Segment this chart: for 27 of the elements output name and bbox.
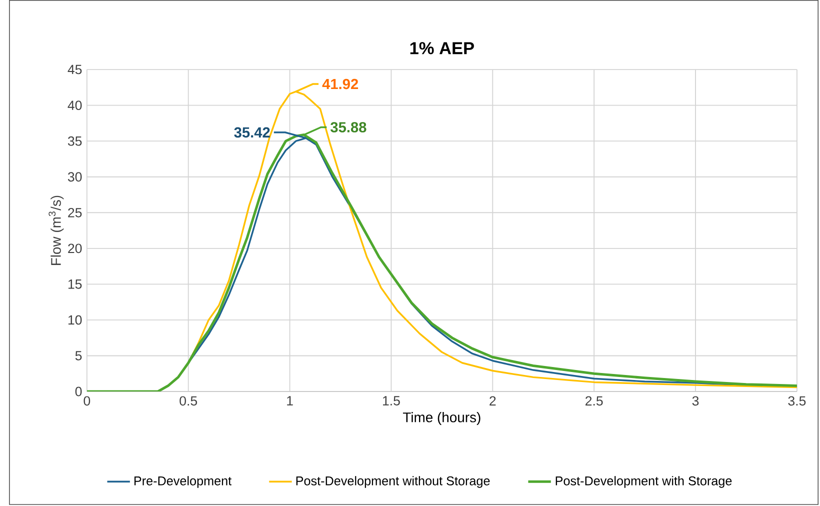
- x-tick-label: 0.5: [180, 396, 198, 406]
- y-tick-label: 35: [68, 136, 82, 146]
- x-tick-label: 2: [490, 396, 496, 406]
- annotation: 35.88: [330, 122, 366, 132]
- x-axis-title: Time (hours): [402, 412, 480, 425]
- x-tick-label: 0: [84, 396, 90, 406]
- y-tick-label: 45: [68, 64, 82, 74]
- chart-title: 1% AEP: [410, 42, 474, 54]
- y-axis-title: Flow (m$^{3}$/s): [48, 196, 64, 265]
- annotation: 41.92: [322, 78, 358, 90]
- annotation: 35.42: [234, 127, 270, 138]
- legend-label: Post-Development without Storage: [296, 476, 490, 488]
- legend-label: Post-Development with Storage: [556, 476, 732, 488]
- legend-label: Pre-Development: [134, 476, 232, 488]
- x-tick-label: 2.5: [586, 396, 603, 406]
- y-tick-label: 0: [75, 386, 82, 396]
- y-tick-label: 20: [68, 244, 82, 253]
- x-tick-label: 3.5: [788, 396, 806, 406]
- y-tick-label: 10: [68, 315, 82, 324]
- x-tick-label: 3: [692, 396, 699, 406]
- y-tick-label: 25: [68, 208, 82, 218]
- y-tick-label: 5: [75, 350, 82, 360]
- y-tick-label: 30: [68, 172, 82, 182]
- y-tick-label: 15: [68, 279, 82, 289]
- y-tick-label: 40: [68, 100, 82, 110]
- x-tick-label: 1.5: [383, 396, 400, 406]
- x-tick-label: 1: [287, 396, 293, 406]
